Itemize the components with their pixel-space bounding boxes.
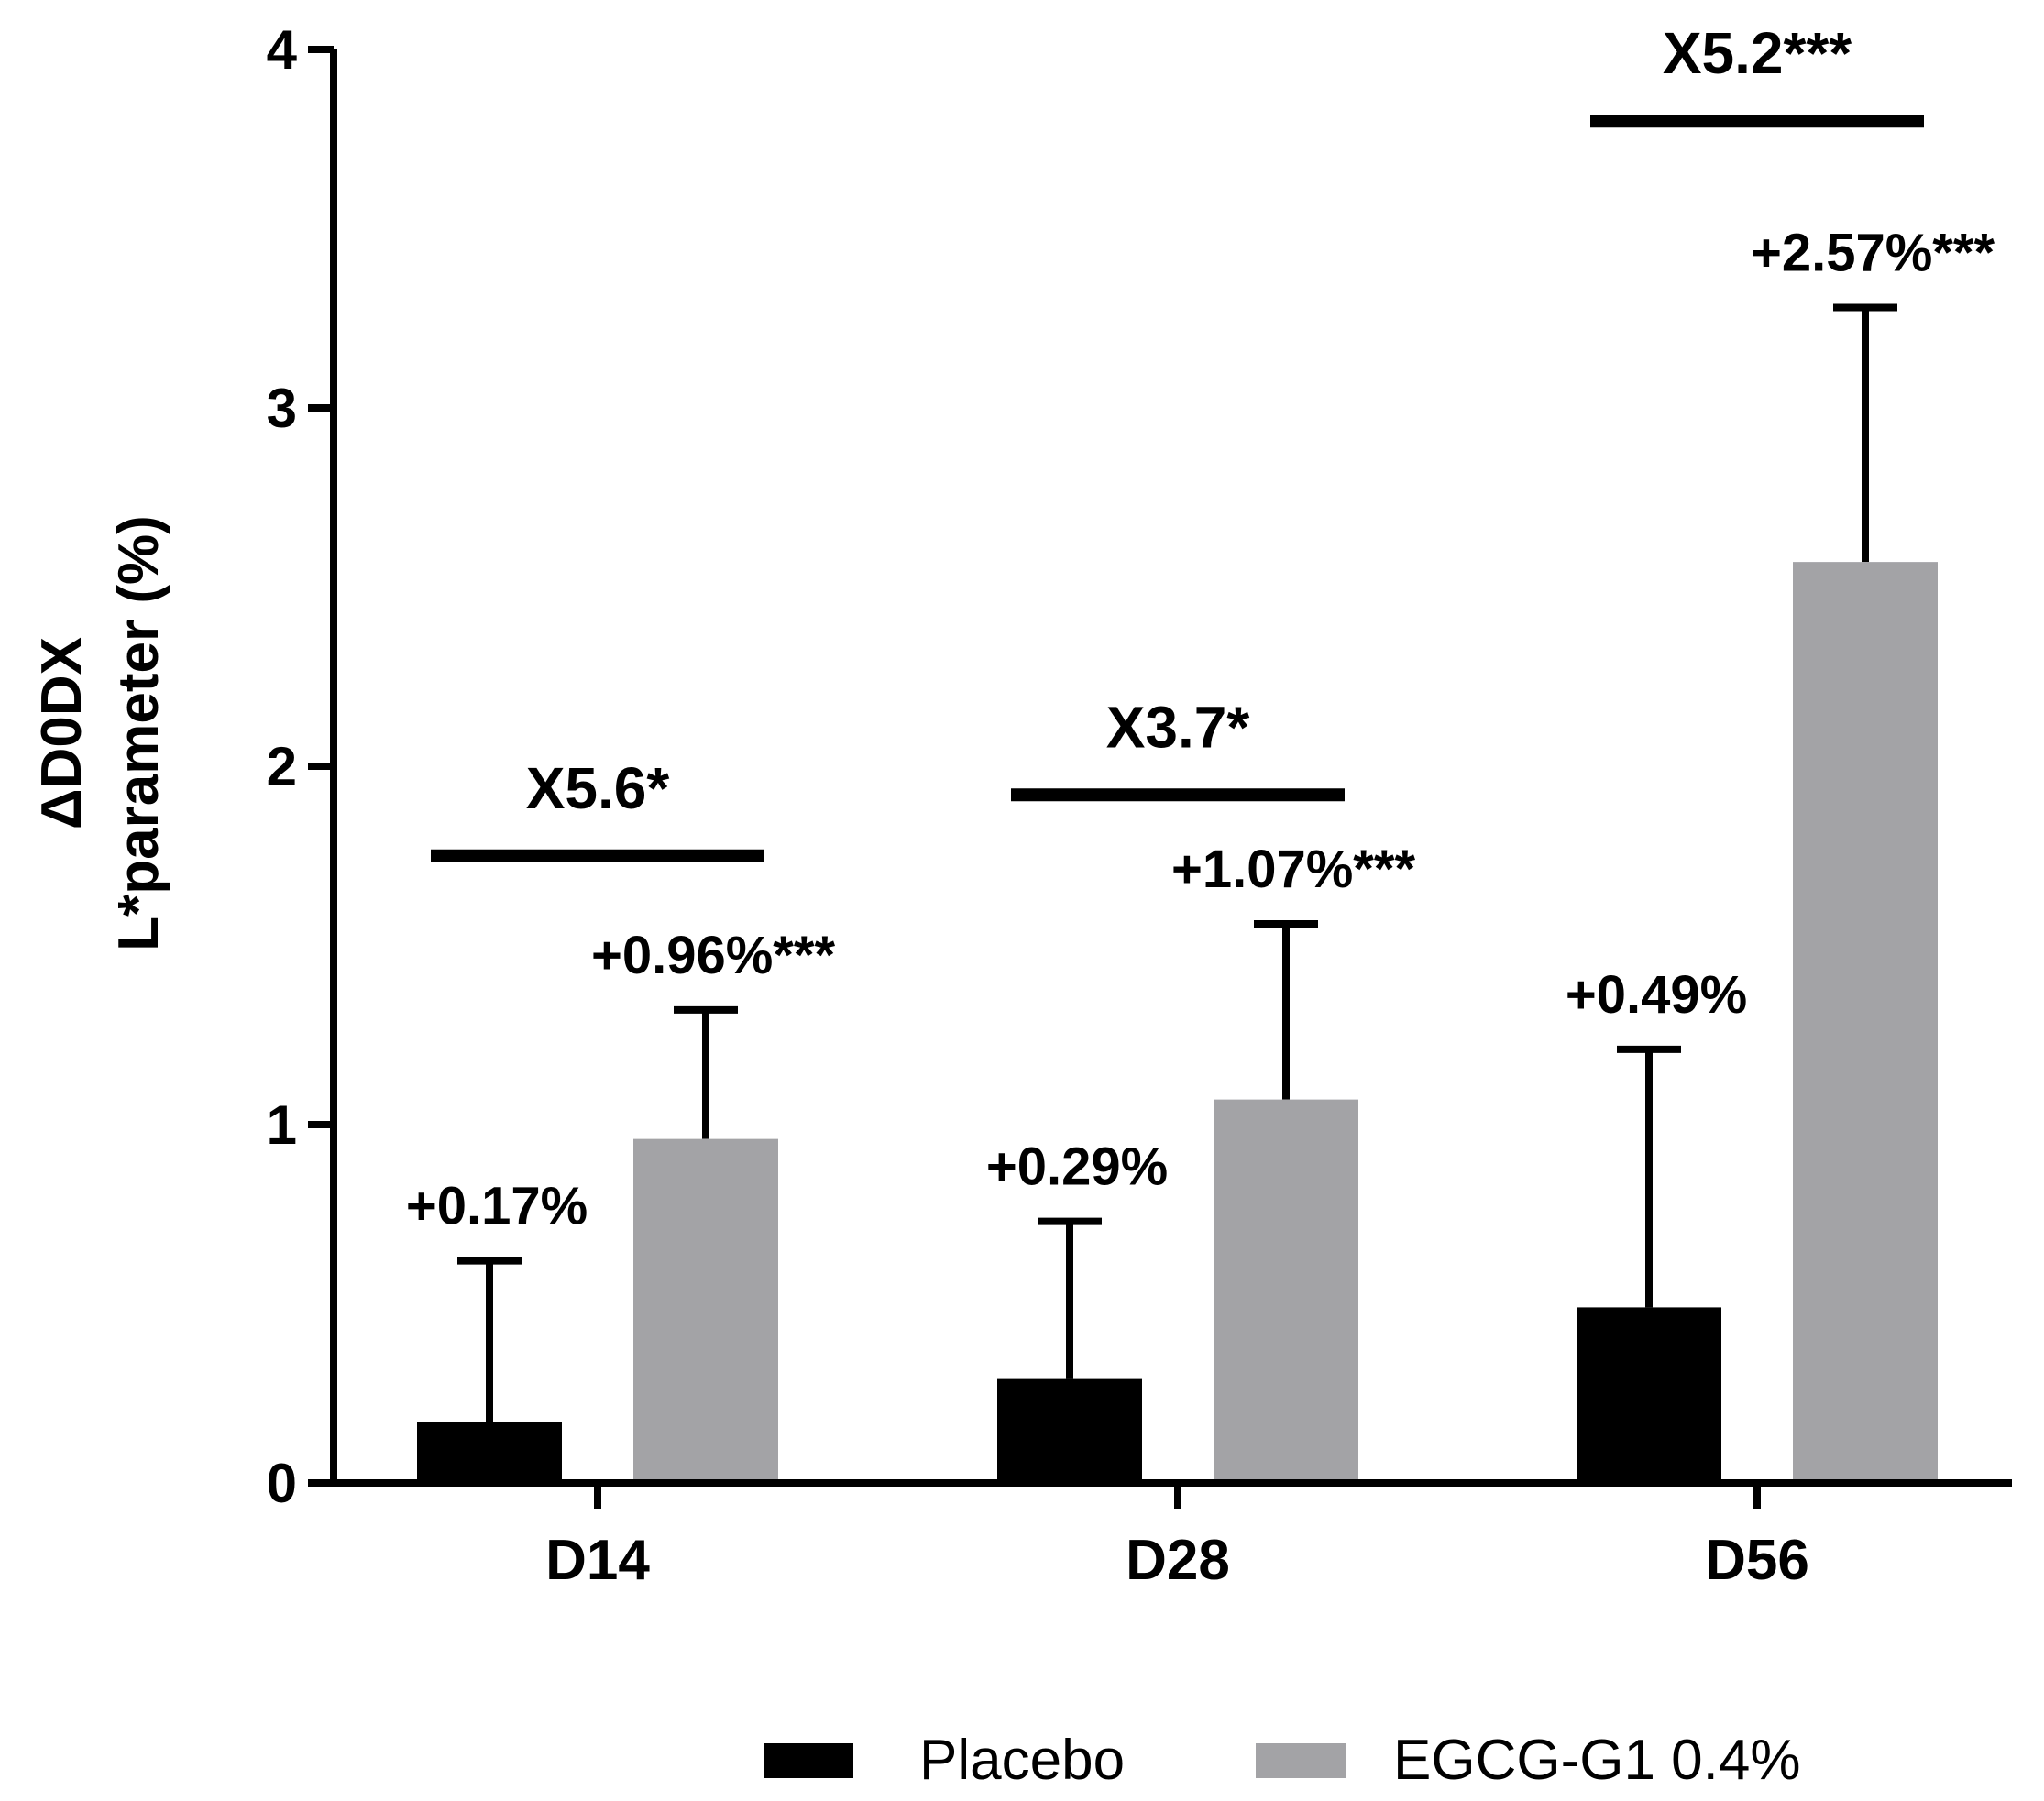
data-label-0-D14: +0.17%: [406, 1177, 588, 1236]
y-tick-label-0: 0: [267, 1453, 297, 1514]
x-tick-label-D28: D28: [1126, 1529, 1230, 1592]
axes: 0 1 2 3 4 D14 D28 D56: [267, 19, 2012, 1592]
data-label-1-D28: +1.07%***: [1171, 840, 1415, 899]
comparison-label-D14: X5.6*: [526, 755, 670, 821]
comparison-label-D28: X3.7*: [1106, 694, 1250, 760]
bar-placebo-D28: [997, 1378, 1142, 1483]
data-label-0-D56: +0.49%: [1566, 965, 1747, 1025]
bar-egcg-D56: [1793, 562, 1938, 1483]
y-axis-label-line-1: ΔD0DX: [30, 637, 93, 829]
y-tick-label-2: 2: [267, 736, 297, 797]
bar-placebo-D14: [417, 1422, 562, 1483]
legend-label-egcg: EGCG-G1 0.4%: [1393, 1729, 1800, 1792]
data-label-1-D14: +0.96%***: [591, 926, 835, 985]
x-tick-label-D14: D14: [545, 1529, 650, 1592]
x-tick-label-D56: D56: [1705, 1529, 1809, 1592]
legend-swatch-egcg: [1256, 1743, 1346, 1778]
data-label-0-D28: +0.29%: [986, 1137, 1168, 1197]
y-tick-label-1: 1: [267, 1094, 297, 1156]
y-axis-label-line-2: L*parameter (%): [107, 515, 170, 950]
y-axis-label: ΔD0DX L*parameter (%): [30, 515, 170, 950]
legend-label-placebo: Placebo: [919, 1729, 1125, 1792]
bar-egcg-D28: [1214, 1099, 1358, 1483]
comparison-label-D56: X5.2***: [1663, 20, 1852, 86]
y-tick-label-4: 4: [267, 19, 298, 81]
legend: Placebo EGCG-G1 0.4%: [764, 1729, 1800, 1792]
data-label-1-D56: +2.57%***: [1751, 224, 1995, 283]
bar-egcg-D14: [633, 1138, 778, 1483]
legend-swatch-placebo: [764, 1743, 853, 1778]
y-tick-label-3: 3: [267, 378, 297, 439]
plot-area: +0.17% +0.29% +0.49% +0.96%*** +1.07%*** +2.5…: [406, 20, 1995, 1483]
bar-placebo-D56: [1577, 1307, 1721, 1483]
